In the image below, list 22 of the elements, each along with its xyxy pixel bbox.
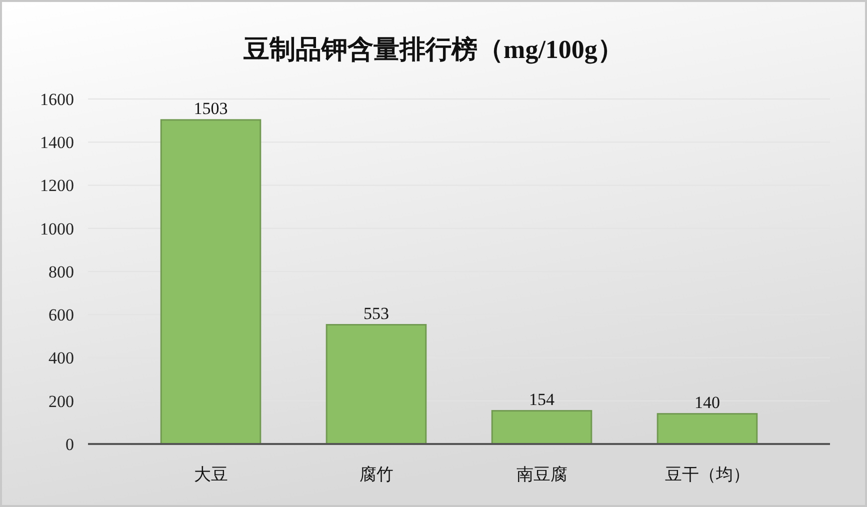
chart-title: 豆制品钾含量排行榜（mg/100g）: [242, 35, 624, 64]
bar: [160, 119, 262, 445]
y-tick-label: 1000: [40, 219, 74, 238]
bar: [656, 413, 758, 445]
x-tick-label: 腐竹: [359, 464, 394, 484]
x-tick-label: 豆干（均）: [664, 464, 750, 484]
y-tick-label: 1400: [40, 133, 74, 152]
data-label: 140: [694, 392, 720, 412]
y-tick-label: 1600: [40, 90, 74, 109]
bar: [491, 410, 592, 445]
data-label: 1503: [194, 98, 228, 118]
x-tick-label: 大豆: [194, 464, 228, 484]
y-tick-label: 400: [48, 348, 74, 368]
y-tick-label: 800: [48, 262, 74, 282]
y-tick-label: 1200: [40, 176, 74, 196]
y-tick-label: 200: [48, 392, 74, 411]
x-tick-label: 南豆腐: [516, 464, 568, 484]
data-label: 553: [364, 304, 389, 323]
y-tick-label: 0: [66, 434, 74, 454]
bar: [326, 324, 427, 445]
y-tick-label: 600: [48, 306, 74, 325]
data-label: 154: [529, 390, 555, 409]
